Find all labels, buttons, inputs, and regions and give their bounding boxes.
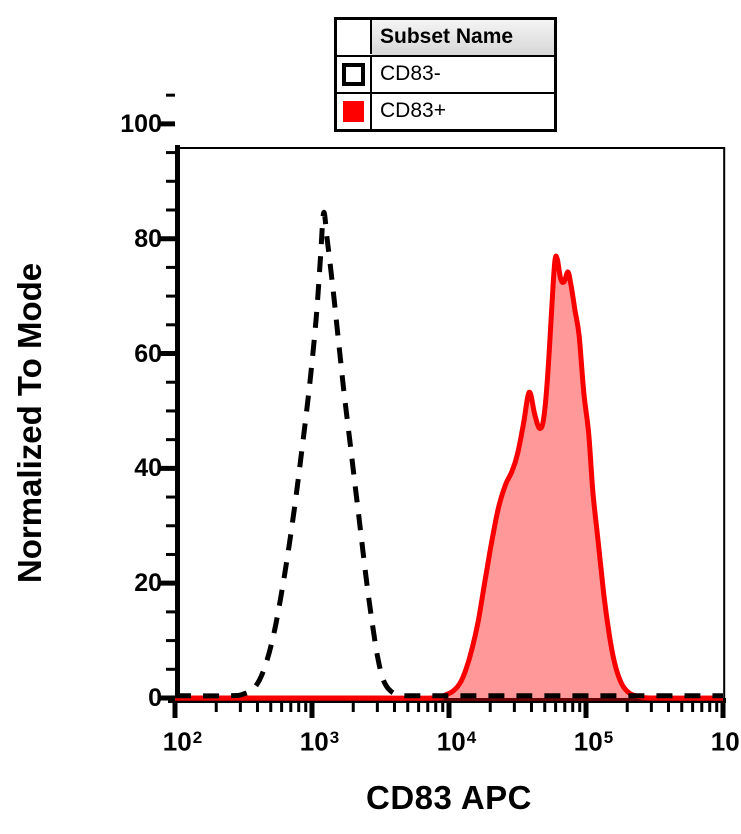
legend-table: Subset Name CD83- CD83+ [334,17,557,132]
legend-header-label: Subset Name [372,20,554,55]
x-axis-title: CD83 APC [366,779,532,816]
series-CD83+-fill [175,256,723,701]
x-tick-label: 105 [573,726,614,757]
legend-header-swatch-cell [337,20,372,54]
x-tick-label: 102 [162,726,203,757]
legend-row-label: CD83- [380,62,441,85]
legend-row-cd83-neg: CD83- [337,55,554,92]
red-square-swatch-icon [343,101,364,122]
series-CD83+-curve [175,253,724,701]
series-CD83--curve [174,209,723,699]
y-tick-label: 60 [134,339,162,368]
x-tick-label: 104 [436,726,477,757]
x-tick-label: 103 [299,726,340,757]
legend-row-cd83-pos: CD83+ [337,92,554,129]
y-axis-title: Normalized To Mode [11,262,48,584]
y-tick-label: 40 [134,454,162,483]
y-tick-label: 80 [134,224,162,253]
open-square-swatch-icon [342,63,365,86]
plot-border [175,147,726,698]
y-tick-label: 100 [120,109,162,138]
x-tick-label: 106 [710,726,741,757]
y-tick-label: 20 [134,569,162,598]
y-tick-label: 0 [148,684,162,712]
legend-header-row: Subset Name [337,20,554,55]
legend-row-label: CD83+ [380,99,446,122]
